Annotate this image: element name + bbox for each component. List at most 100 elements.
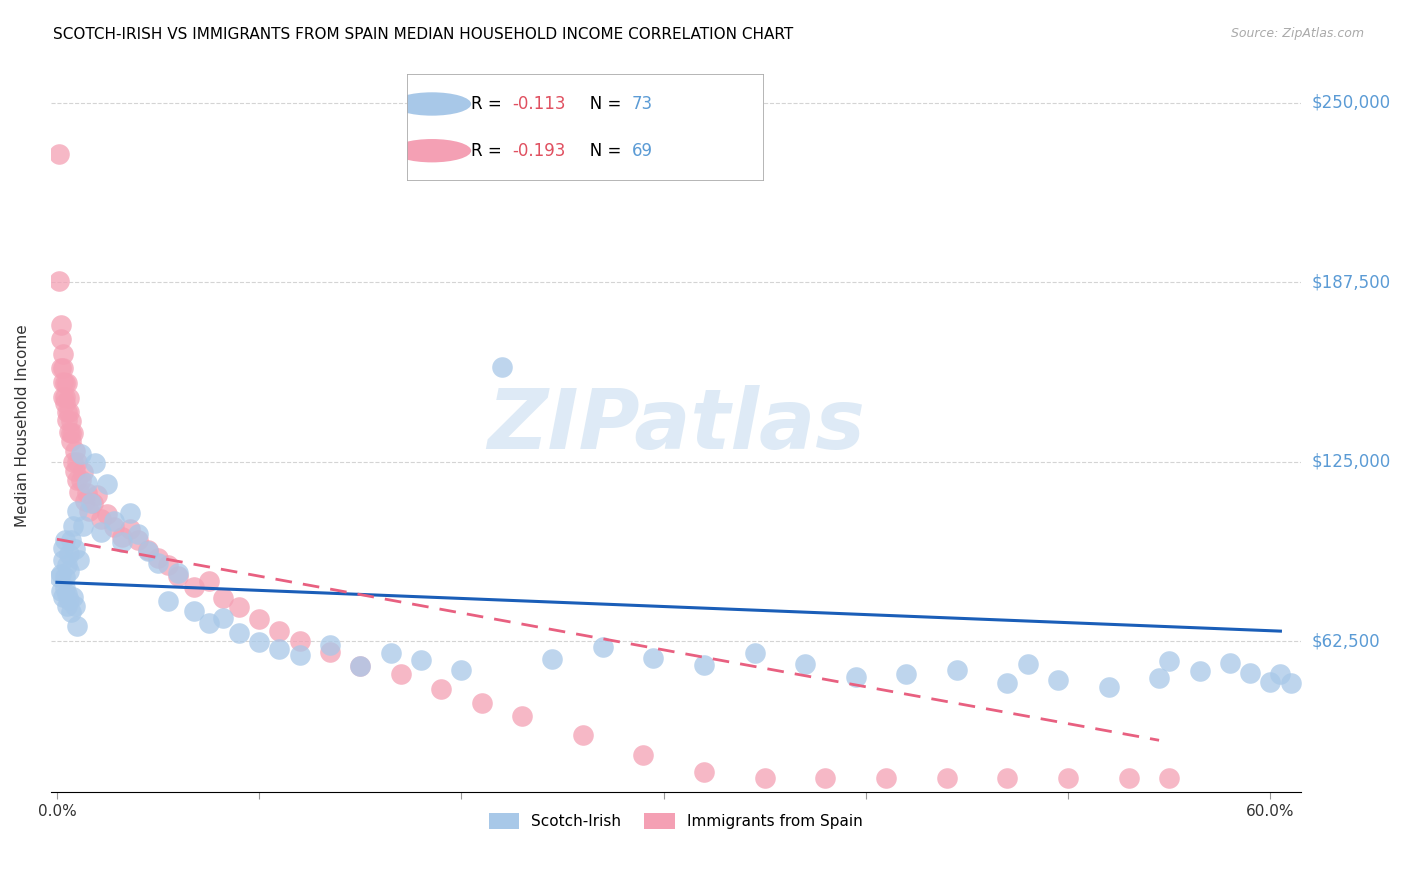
Point bbox=[380, 646, 402, 660]
Point bbox=[67, 484, 90, 499]
Point bbox=[90, 511, 112, 525]
Point bbox=[693, 764, 716, 779]
Point bbox=[67, 553, 90, 567]
Point bbox=[136, 544, 159, 558]
Point bbox=[541, 652, 564, 666]
Point bbox=[814, 771, 837, 785]
Point bbox=[157, 594, 180, 608]
Point bbox=[269, 624, 291, 639]
Point bbox=[510, 708, 533, 723]
Point bbox=[349, 659, 371, 673]
Point bbox=[228, 625, 250, 640]
Point bbox=[52, 361, 75, 376]
Point bbox=[1147, 671, 1170, 685]
Point bbox=[136, 543, 159, 558]
Point bbox=[183, 580, 205, 594]
Point bbox=[1017, 657, 1039, 671]
Point bbox=[571, 728, 593, 742]
Point bbox=[56, 405, 79, 419]
Point bbox=[211, 591, 233, 606]
Point bbox=[60, 605, 83, 619]
Point bbox=[58, 391, 80, 405]
Point bbox=[1239, 665, 1261, 680]
Point bbox=[49, 318, 72, 332]
Point bbox=[56, 558, 79, 573]
Point bbox=[76, 486, 98, 500]
Point bbox=[744, 646, 766, 660]
Y-axis label: Median Household Income: Median Household Income bbox=[15, 325, 30, 527]
Point bbox=[389, 666, 412, 681]
Text: $250,000: $250,000 bbox=[1312, 94, 1391, 112]
Point bbox=[72, 465, 94, 479]
Text: $62,500: $62,500 bbox=[1312, 632, 1381, 650]
Point bbox=[197, 615, 219, 630]
Point bbox=[53, 396, 76, 410]
Point bbox=[52, 376, 75, 390]
Point bbox=[58, 564, 80, 578]
Point bbox=[80, 496, 103, 510]
Point bbox=[76, 475, 98, 490]
Point bbox=[845, 670, 868, 684]
Point bbox=[53, 582, 76, 596]
Text: ZIPatlas: ZIPatlas bbox=[486, 385, 865, 467]
Point bbox=[86, 488, 108, 502]
Point bbox=[118, 507, 141, 521]
Point bbox=[247, 612, 270, 626]
Point bbox=[269, 641, 291, 656]
Point bbox=[197, 574, 219, 589]
Point bbox=[63, 541, 86, 556]
Point bbox=[58, 593, 80, 607]
Point bbox=[58, 425, 80, 440]
Point bbox=[592, 640, 614, 654]
Point bbox=[110, 534, 132, 549]
Point bbox=[946, 663, 969, 677]
Point bbox=[997, 676, 1019, 690]
Point bbox=[48, 274, 70, 288]
Point bbox=[409, 653, 432, 667]
Point bbox=[49, 584, 72, 599]
Point bbox=[146, 557, 169, 571]
Text: Source: ZipAtlas.com: Source: ZipAtlas.com bbox=[1230, 27, 1364, 40]
Point bbox=[247, 635, 270, 649]
Point bbox=[56, 376, 79, 390]
Point bbox=[53, 570, 76, 584]
Point bbox=[58, 547, 80, 561]
Point bbox=[66, 504, 89, 518]
Point bbox=[1046, 673, 1069, 687]
Point bbox=[48, 569, 70, 583]
Point bbox=[63, 599, 86, 613]
Point bbox=[48, 147, 70, 161]
Point bbox=[896, 666, 918, 681]
Point bbox=[77, 503, 100, 517]
Point bbox=[1188, 664, 1211, 678]
Point bbox=[53, 533, 76, 547]
Point bbox=[96, 476, 118, 491]
Point bbox=[1118, 771, 1140, 785]
Point bbox=[56, 599, 79, 613]
Point bbox=[62, 455, 84, 469]
Point bbox=[53, 390, 76, 404]
Point bbox=[70, 447, 93, 461]
Point bbox=[643, 650, 665, 665]
Point bbox=[1057, 771, 1080, 785]
Point bbox=[52, 541, 75, 555]
Point bbox=[49, 332, 72, 346]
Point bbox=[228, 599, 250, 614]
Point bbox=[633, 747, 655, 762]
Point bbox=[66, 455, 89, 469]
Point bbox=[127, 533, 149, 547]
Point bbox=[62, 591, 84, 605]
Point bbox=[90, 525, 112, 540]
Point bbox=[56, 413, 79, 427]
Point bbox=[70, 474, 93, 488]
Point bbox=[52, 390, 75, 404]
Point bbox=[1159, 654, 1181, 668]
Point bbox=[430, 682, 453, 697]
Point bbox=[349, 659, 371, 673]
Point bbox=[1159, 771, 1181, 785]
Point bbox=[157, 558, 180, 573]
Point bbox=[450, 663, 472, 677]
Point bbox=[794, 657, 817, 671]
Point bbox=[52, 346, 75, 360]
Point bbox=[49, 566, 72, 581]
